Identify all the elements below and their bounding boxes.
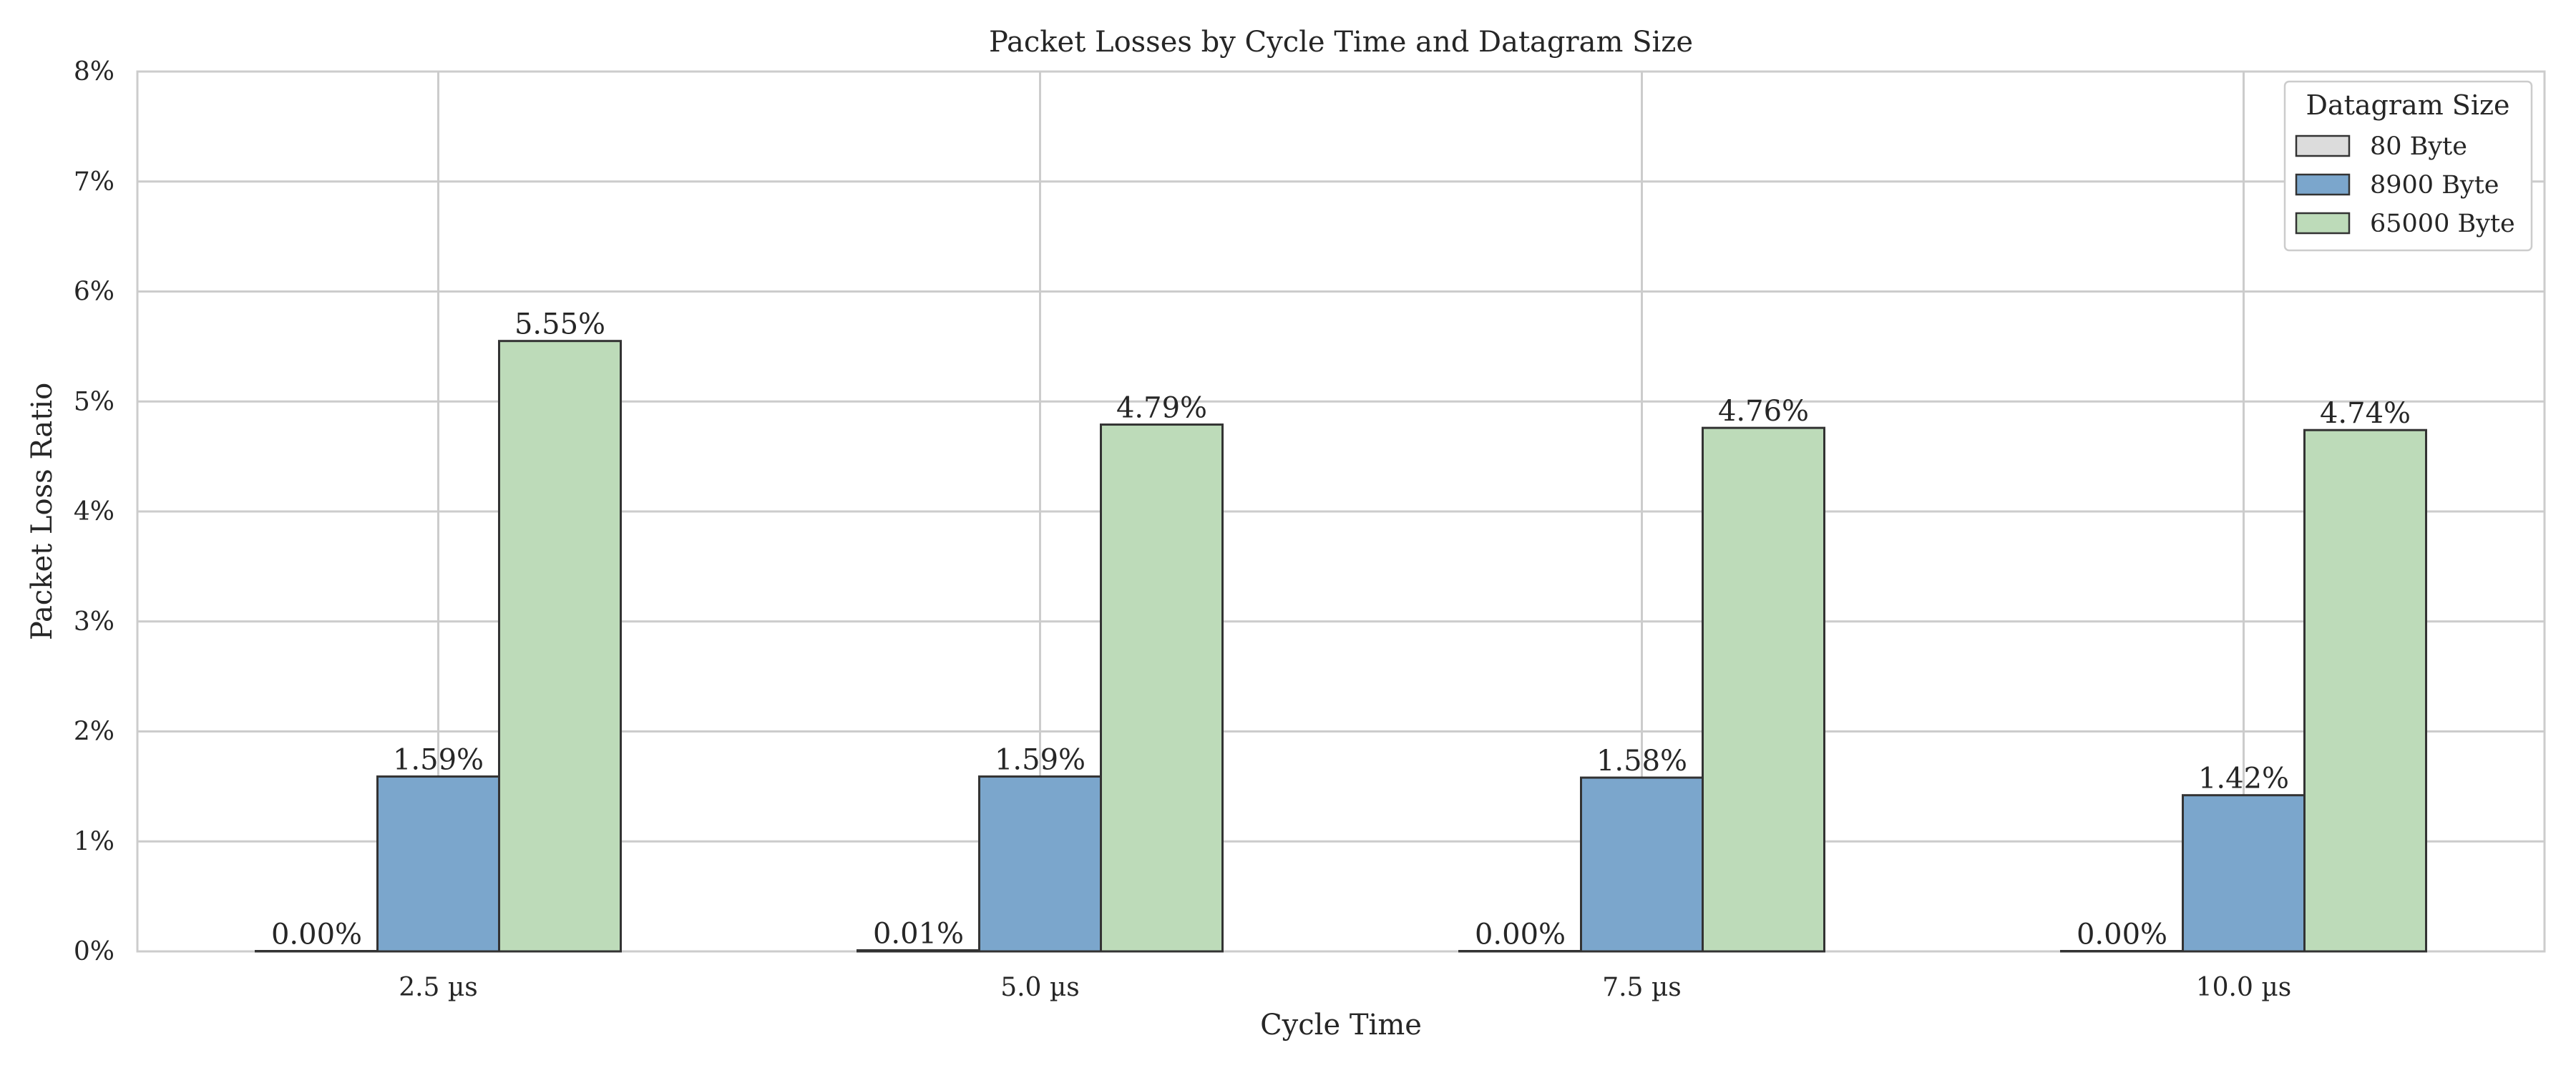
bars <box>255 340 2427 953</box>
y-axis-label: Packet Loss Ratio <box>26 383 59 640</box>
bar <box>498 340 622 953</box>
bar-value-label: 4.79% <box>1116 392 1207 425</box>
tick-labels: 0% 1% 2% 3% 4% 5% 6% 7% 8% 2.5 µs 5.0 µs 7.5 µs 10.0… <box>74 57 2291 1002</box>
bar <box>1100 423 1224 953</box>
legend-title: Datagram Size <box>2306 89 2510 121</box>
y-tick-label: 6% <box>74 278 114 307</box>
legend-swatch <box>2295 212 2351 235</box>
y-tick-label: 8% <box>74 57 114 87</box>
chart-title: Packet Losses by Cycle Time and Datagram… <box>989 26 1693 59</box>
bar <box>376 775 500 953</box>
y-tick-label: 5% <box>74 387 114 416</box>
x-tick-label: 2.5 µs <box>399 973 478 1002</box>
x-tick-label: 10.0 µs <box>2196 973 2291 1002</box>
bar-value-label: 1.59% <box>995 744 1085 777</box>
y-tick-label: 0% <box>74 937 114 966</box>
bar <box>2182 794 2306 953</box>
y-tick-label: 4% <box>74 497 114 526</box>
bar-value-label: 0.01% <box>873 917 964 950</box>
legend: Datagram Size 80 Byte 8900 Byte 65000 Byte <box>2283 80 2533 252</box>
legend-box <box>2283 80 2533 252</box>
bar-value-label: 4.76% <box>1718 395 1809 428</box>
bar-value-label: 0.00% <box>2077 918 2167 951</box>
bar-value-label: 4.74% <box>2320 397 2411 430</box>
bar-value-label: 5.55% <box>514 308 605 341</box>
bar <box>255 950 379 953</box>
legend-label: 80 Byte <box>2370 132 2467 161</box>
y-tick-label: 1% <box>74 827 114 856</box>
legend-swatch <box>2295 173 2351 196</box>
x-axis-label: Cycle Time <box>1260 1009 1422 1042</box>
y-tick-label: 2% <box>74 717 114 747</box>
y-tick-label: 7% <box>74 167 114 197</box>
plot-area <box>136 70 2546 953</box>
bar-value-label: 1.42% <box>2198 763 2289 795</box>
bar <box>2303 428 2427 953</box>
bar <box>2060 950 2184 953</box>
bar-labels: 0.00% 0.01% 0.00% 0.00% 1.59% 1.59% 1.58% 1.42%… <box>271 308 2411 951</box>
y-tick-label: 3% <box>74 607 114 637</box>
bar-value-label: 0.00% <box>271 918 362 951</box>
bar <box>1702 426 1825 953</box>
legend-swatch <box>2295 134 2351 157</box>
bar-value-label: 1.58% <box>1596 745 1687 778</box>
bar <box>1458 950 1582 953</box>
bar-value-label: 0.00% <box>1475 918 1566 951</box>
legend-label: 65000 Byte <box>2370 210 2515 238</box>
bar <box>1580 776 1704 953</box>
x-tick-label: 7.5 µs <box>1602 973 1682 1002</box>
bar <box>857 949 980 953</box>
bar <box>978 775 1102 953</box>
x-tick-label: 5.0 µs <box>1000 973 1080 1002</box>
bar-value-label: 1.59% <box>393 744 484 777</box>
legend-label: 8900 Byte <box>2370 171 2499 200</box>
